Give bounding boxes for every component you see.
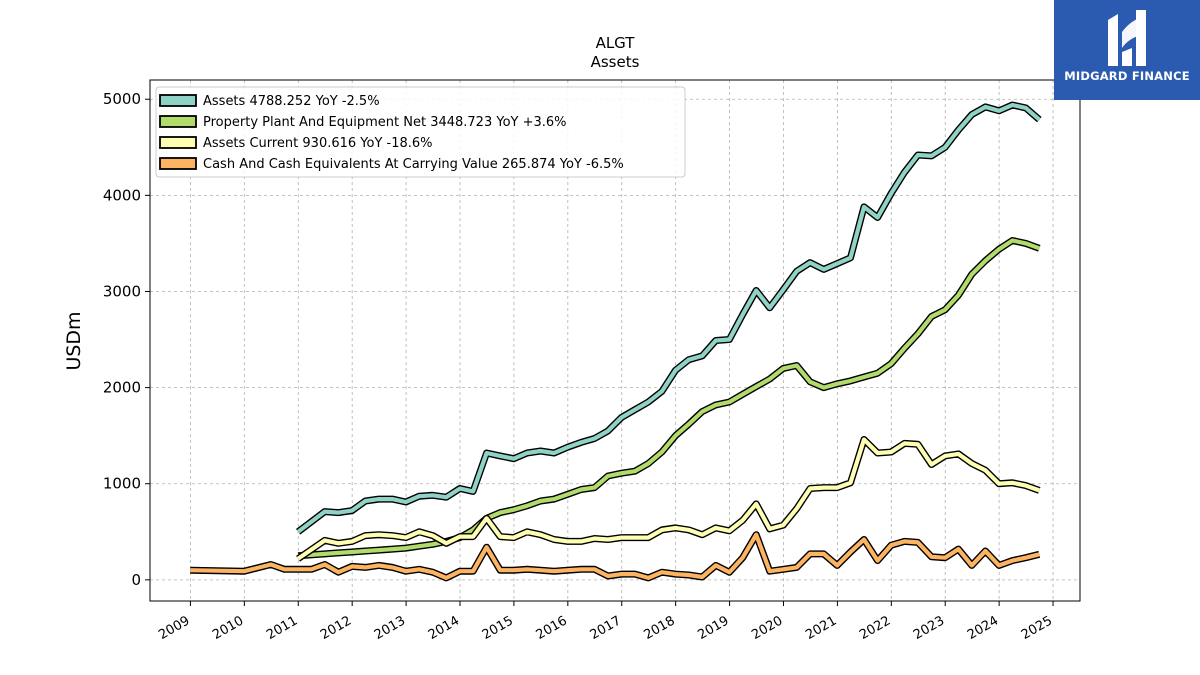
logo-mark-icon xyxy=(1108,10,1146,66)
x-tick-label: 2010 xyxy=(210,613,246,643)
x-tick-label: 2013 xyxy=(372,613,408,643)
x-tick-label: 2019 xyxy=(695,613,731,643)
x-tick-label: 2018 xyxy=(641,613,677,643)
y-tick-label: 5000 xyxy=(103,90,141,108)
x-tick-label: 2016 xyxy=(534,613,570,643)
legend-entry: Cash And Cash Equivalents At Carrying Va… xyxy=(203,157,624,172)
x-tick-label: 2011 xyxy=(264,613,300,643)
brand-name: MIDGARD FINANCE xyxy=(1064,69,1190,83)
x-tick-label: 2015 xyxy=(480,613,516,643)
legend: Assets 4788.252 YoY -2.5% Property Plant … xyxy=(155,86,686,178)
legend-entry: Property Plant And Equipment Net 3448.72… xyxy=(203,115,567,130)
y-axis: 0 1000 2000 3000 4000 5000 xyxy=(103,90,150,589)
y-tick-label: 4000 xyxy=(103,186,141,204)
legend-swatch xyxy=(159,136,197,149)
brand-logo: MIDGARD FINANCE xyxy=(1054,0,1200,100)
chart-title: ALGT xyxy=(596,34,636,52)
x-tick-label: 2012 xyxy=(318,613,354,643)
legend-entry: Assets 4788.252 YoY -2.5% xyxy=(203,94,380,109)
x-tick-label: 2025 xyxy=(1019,613,1055,643)
legend-swatch xyxy=(159,94,197,107)
x-tick-label: 2009 xyxy=(156,613,192,643)
chart-subtitle: Assets xyxy=(591,53,640,71)
y-tick-label: 3000 xyxy=(103,282,141,300)
y-axis-label: USDm xyxy=(63,311,85,370)
y-tick-label: 0 xyxy=(131,571,141,589)
legend-swatch xyxy=(159,157,197,170)
x-tick-label: 2017 xyxy=(588,613,624,643)
plot-frame xyxy=(149,79,1081,602)
series-lines xyxy=(190,101,1042,582)
series-line xyxy=(296,102,1041,534)
x-tick-label: 2022 xyxy=(857,613,893,643)
series-outline xyxy=(297,237,1041,560)
x-tick-label: 2020 xyxy=(749,613,785,643)
y-tick-label: 1000 xyxy=(103,475,141,493)
x-tick-label: 2021 xyxy=(803,613,839,643)
y-tick-label: 2000 xyxy=(103,379,141,397)
x-tick-label: 2014 xyxy=(426,613,462,643)
series-line xyxy=(297,238,1041,558)
x-tick-label: 2024 xyxy=(965,613,1001,643)
legend-entry: Assets Current 930.616 YoY -18.6% xyxy=(203,136,433,151)
series-line xyxy=(296,437,1041,561)
legend-swatch xyxy=(159,115,197,128)
x-tick-label: 2023 xyxy=(911,613,947,643)
legend-box xyxy=(155,86,686,178)
x-axis: 2009 2010 2011 2012 2013 2014 2015 2016 2017 2018… xyxy=(156,601,1055,643)
series-line xyxy=(190,532,1040,581)
